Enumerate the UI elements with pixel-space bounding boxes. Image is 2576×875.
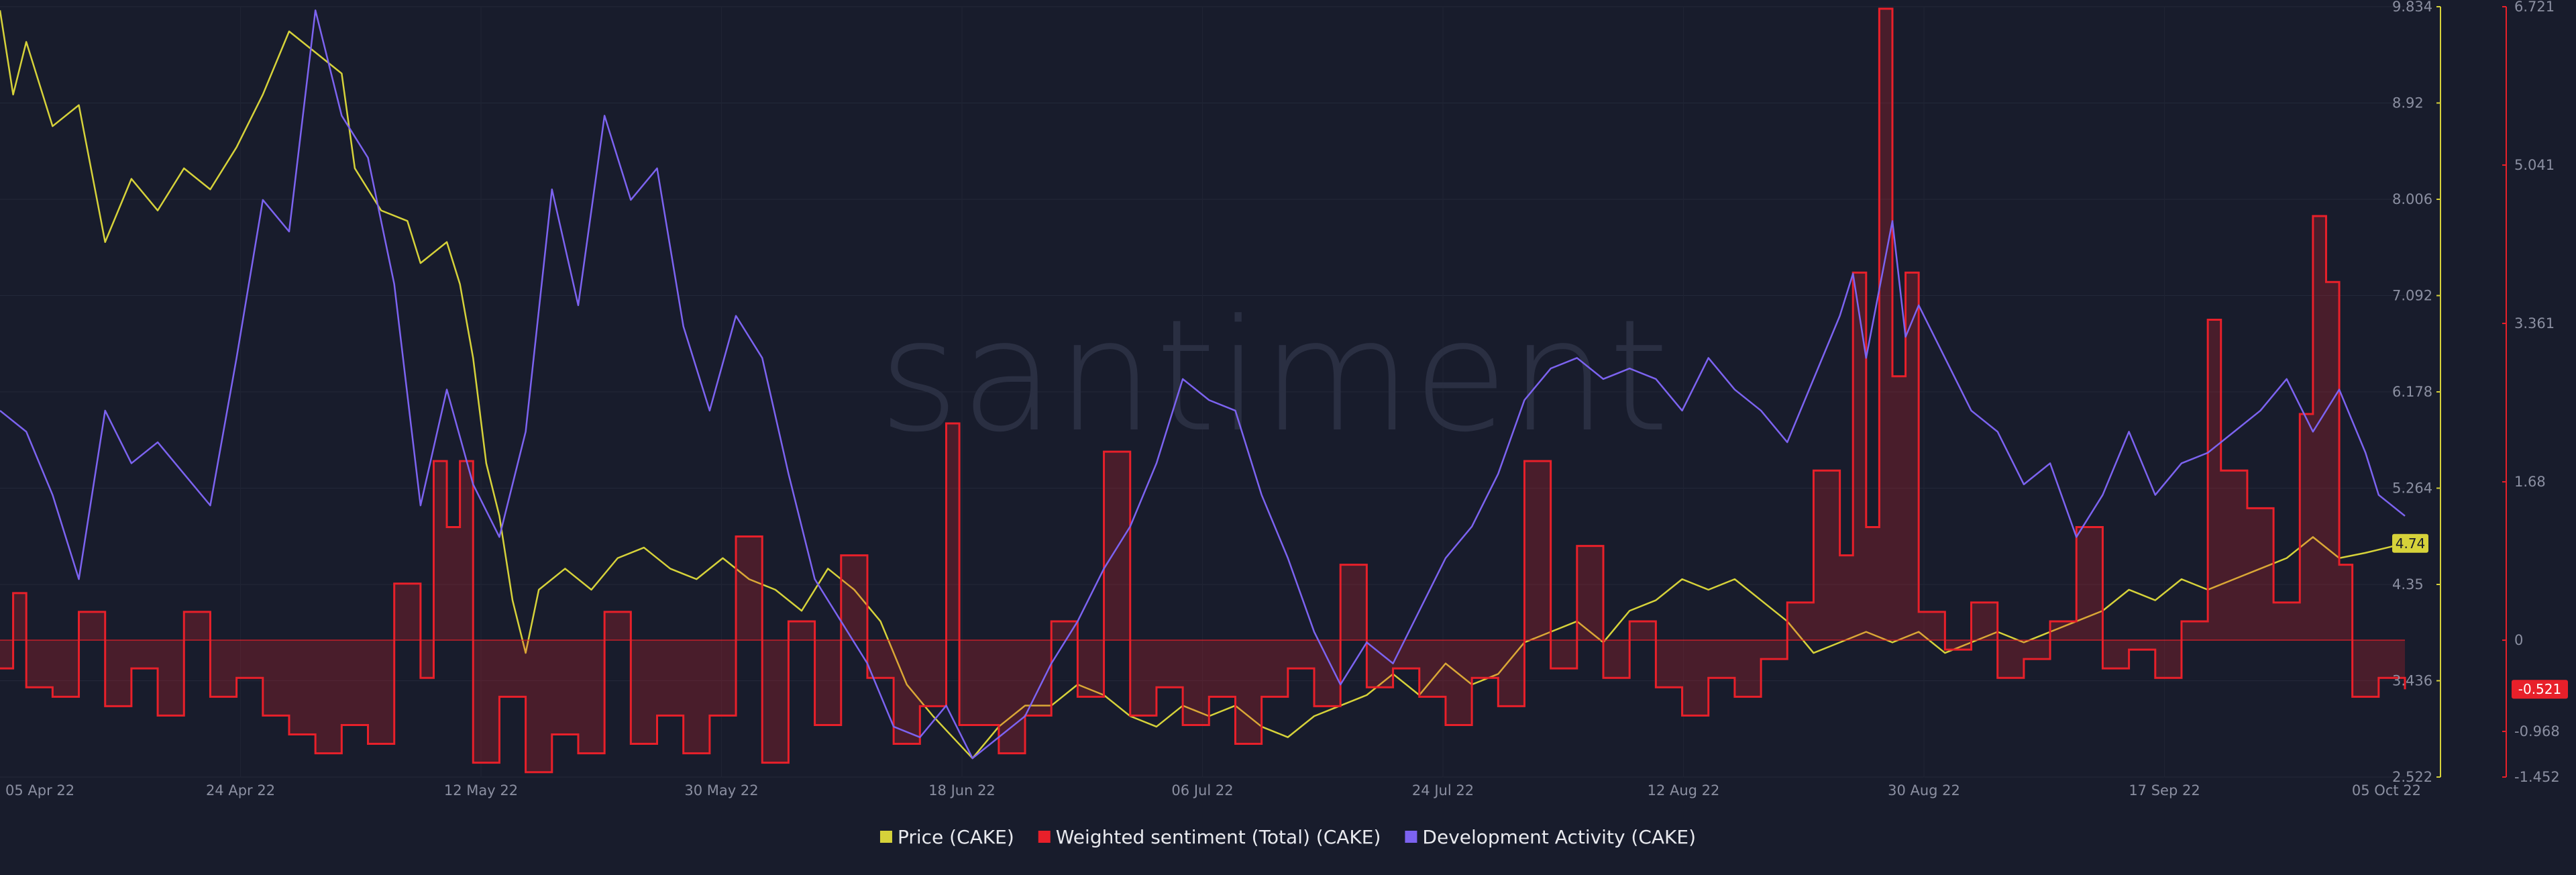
price-tick-label: 8.92	[2392, 95, 2424, 111]
price-tick-label: 6.178	[2392, 384, 2432, 400]
legend-label: Weighted sentiment (Total) (CAKE)	[1056, 826, 1381, 848]
legend-label: Price (CAKE)	[898, 826, 1014, 848]
legend-item[interactable]: Price (CAKE)	[879, 826, 1014, 848]
x-tick-label: 05 Oct 22	[2352, 782, 2421, 799]
sentiment-tick-label: -0.968	[2514, 723, 2560, 739]
sentiment-line	[0, 7, 2406, 774]
sentiment-tick-label: 5.041	[2514, 157, 2555, 173]
legend[interactable]: Price (CAKE) Weighted sentiment (Total) (…	[879, 826, 1696, 848]
grid	[0, 6, 2405, 778]
legend-swatch	[879, 831, 892, 843]
x-tick-label: 24 Apr 22	[206, 782, 275, 799]
price-tick-label: 8.006	[2392, 191, 2432, 207]
x-tick-label: 24 Jul 22	[1412, 782, 1474, 799]
sentiment-tick-label: 3.361	[2514, 315, 2555, 331]
sentiment-tick-label: 1.68	[2514, 474, 2546, 490]
price-tick-label: 9.834	[2392, 0, 2432, 15]
legend-item[interactable]: Development Activity (CAKE)	[1405, 826, 1696, 848]
price-tick-label: 2.522	[2392, 769, 2432, 785]
x-tick-label: 06 Jul 22	[1171, 782, 1233, 799]
legend-swatch	[1405, 831, 1417, 843]
legend-item[interactable]: Weighted sentiment (Total) (CAKE)	[1038, 826, 1381, 848]
sentiment-tick-label: 0	[2514, 632, 2523, 648]
legend-swatch	[1038, 831, 1051, 843]
price-tick-label: 7.092	[2392, 288, 2432, 304]
x-tick-label: 12 Aug 22	[1648, 782, 1720, 799]
x-tick-label: 18 Jun 22	[928, 782, 996, 799]
sentiment-value-badge-text: -0.521	[2518, 681, 2561, 697]
x-tick-label: 05 Apr 22	[5, 782, 74, 799]
x-tick-label: 17 Sep 22	[2129, 782, 2200, 799]
x-tick-label: 30 Aug 22	[1888, 782, 1960, 799]
price-tick-label: 5.264	[2392, 480, 2432, 497]
sentiment-tick-label: 6.721	[2514, 0, 2555, 15]
dev-activity-line	[0, 9, 2406, 760]
series-layer	[0, 7, 2406, 774]
sentiment-tick-label: -1.452	[2514, 769, 2560, 785]
watermark: santiment	[879, 287, 1670, 466]
axes: 05 Apr 22 24 Apr 22 12 May 22 30 May 22 18 J…	[5, 0, 2568, 799]
sentiment-value-badge	[2512, 680, 2568, 699]
price-value-badge-text: 4.74	[2396, 535, 2426, 552]
x-tick-label: 30 May 22	[684, 782, 758, 799]
price-value-badge	[2392, 533, 2428, 553]
legend-label: Development Activity (CAKE)	[1422, 826, 1696, 848]
price-tick-label: 3.436	[2392, 673, 2432, 689]
x-tick-label: 12 May 22	[444, 782, 518, 799]
price-tick-label: 4.35	[2392, 576, 2424, 593]
